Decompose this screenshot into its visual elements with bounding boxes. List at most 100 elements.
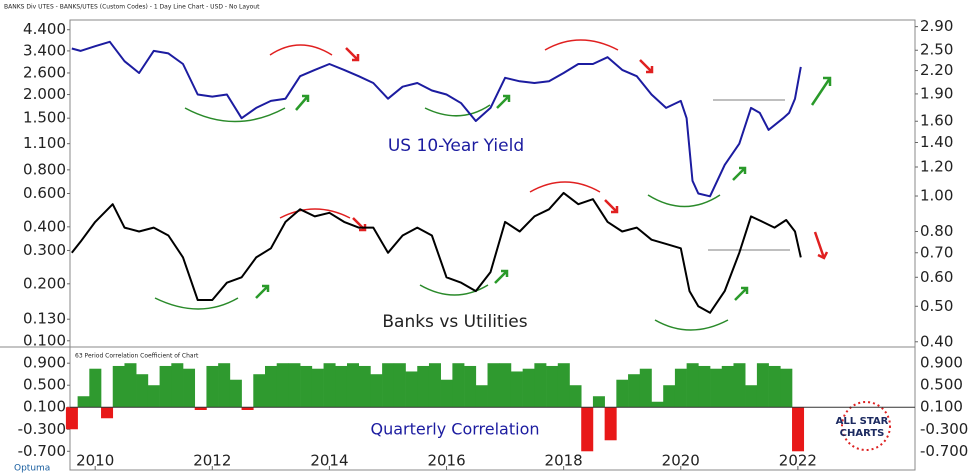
correlation-bar bbox=[604, 407, 617, 441]
correlation-bar bbox=[557, 363, 570, 408]
y2-tick-label: 1.20 bbox=[920, 158, 953, 176]
y-tick-label: 0.600 bbox=[23, 184, 66, 202]
red-arc bbox=[544, 39, 619, 51]
y2-tick-label: 0.500 bbox=[920, 376, 963, 394]
correlation-bar bbox=[194, 407, 207, 410]
y2-tick-label: 1.90 bbox=[920, 84, 953, 102]
y-tick-label: 1.100 bbox=[23, 134, 66, 152]
green-arc bbox=[184, 107, 286, 123]
y2-tick-label: 1.00 bbox=[920, 187, 953, 205]
correlation-bar bbox=[171, 363, 184, 408]
red-arc bbox=[529, 181, 601, 193]
green-arrow bbox=[734, 286, 749, 301]
correlation-bar bbox=[522, 368, 535, 408]
series-line bbox=[71, 191, 802, 314]
green-arc bbox=[419, 284, 489, 296]
red-arrow bbox=[639, 59, 654, 74]
header: BANKS Div UTES - BANKS/UTES (Custom Code… bbox=[4, 4, 260, 11]
correlation-bar bbox=[405, 371, 418, 408]
correlation-bar bbox=[663, 385, 676, 408]
correlation-bar bbox=[229, 379, 242, 408]
correlation-bar bbox=[136, 374, 149, 408]
green-arrow bbox=[295, 94, 310, 111]
y2-tick-label: 2.20 bbox=[920, 61, 953, 79]
correlation-bar bbox=[276, 363, 289, 408]
correlation-bar bbox=[218, 363, 231, 408]
correlation-bar bbox=[569, 385, 582, 408]
subtitle: 63 Period Correlation Coefficient of Cha… bbox=[75, 353, 199, 360]
correlation-bar bbox=[147, 385, 160, 408]
correlation-bar bbox=[440, 379, 453, 408]
y-tick-label: 0.400 bbox=[23, 217, 66, 235]
y2-tick-label: 2.90 bbox=[920, 17, 953, 35]
green-arrow bbox=[732, 166, 747, 181]
green-arc bbox=[154, 297, 239, 310]
x-tick-label: 2018 bbox=[545, 452, 583, 470]
correlation-bar bbox=[639, 368, 652, 408]
correlation-bar bbox=[65, 407, 78, 430]
y2-tick-label: 1.40 bbox=[920, 133, 953, 151]
x-tick-label: 2014 bbox=[310, 452, 348, 470]
correlation-bar bbox=[616, 379, 629, 408]
annotation: Quarterly Correlation bbox=[370, 420, 539, 439]
red-arc bbox=[269, 44, 333, 56]
green-arrow bbox=[810, 76, 832, 106]
correlation-bar bbox=[499, 363, 512, 408]
correlation-bar bbox=[183, 368, 196, 408]
y-tick-label: 0.200 bbox=[23, 274, 66, 292]
y-tick-label: 2.000 bbox=[23, 85, 66, 103]
footer: Optuma bbox=[14, 464, 50, 473]
correlation-bar bbox=[428, 363, 441, 408]
y-tick-label: 3.400 bbox=[23, 41, 66, 59]
correlation-bar bbox=[792, 407, 805, 452]
correlation-bar bbox=[393, 363, 406, 408]
correlation-bar bbox=[733, 363, 746, 408]
correlation-bar bbox=[745, 385, 758, 408]
annotation: Banks vs Utilities bbox=[382, 312, 527, 332]
correlation-bar bbox=[628, 374, 641, 408]
correlation-bar bbox=[756, 363, 769, 408]
logo-text: ALL STAR bbox=[836, 416, 889, 427]
correlation-bar bbox=[253, 374, 266, 408]
x-tick-label: 2010 bbox=[76, 452, 114, 470]
y-tick-label: 0.500 bbox=[23, 376, 66, 394]
correlation-bar bbox=[780, 368, 793, 408]
x-tick-label: 2016 bbox=[427, 452, 465, 470]
correlation-bar bbox=[241, 407, 254, 410]
y2-tick-label: 0.60 bbox=[920, 268, 953, 286]
y-tick-label: -0.300 bbox=[18, 420, 66, 438]
y2-tick-label: 0.50 bbox=[920, 297, 953, 315]
y2-tick-label: 0.70 bbox=[920, 243, 953, 261]
arrows bbox=[255, 47, 832, 301]
correlation-bar bbox=[686, 363, 699, 408]
y-tick-label: 0.100 bbox=[23, 331, 66, 349]
green-arc bbox=[647, 194, 721, 208]
correlation-bar bbox=[159, 365, 172, 408]
correlation-bar bbox=[546, 365, 559, 408]
green-arrow bbox=[494, 269, 509, 284]
decorations bbox=[154, 39, 790, 331]
correlation-bar bbox=[323, 363, 336, 408]
correlation-bar bbox=[721, 365, 734, 408]
correlation-bar bbox=[124, 363, 137, 408]
y-tick-label: 0.800 bbox=[23, 160, 66, 178]
red-arrow bbox=[345, 47, 360, 62]
correlation-bar bbox=[710, 368, 723, 408]
correlation-bar bbox=[346, 363, 359, 408]
green-arc bbox=[654, 319, 729, 331]
annotation: US 10-Year Yield bbox=[388, 136, 524, 156]
y2-tick-label: -0.700 bbox=[920, 442, 968, 460]
correlation-bar bbox=[475, 385, 488, 408]
correlation-bar bbox=[592, 396, 605, 408]
green-arrow bbox=[496, 94, 511, 109]
green-arc bbox=[424, 104, 491, 117]
y2-tick-label: 2.50 bbox=[920, 41, 953, 59]
y-tick-label: 4.400 bbox=[23, 20, 66, 38]
correlation-bar bbox=[358, 365, 371, 408]
correlation-bar bbox=[464, 365, 477, 408]
logo-text: CHARTS bbox=[840, 428, 885, 439]
correlation-bar bbox=[112, 365, 125, 408]
y-tick-label: 0.130 bbox=[23, 310, 66, 328]
y2-tick-label: -0.300 bbox=[920, 420, 968, 438]
